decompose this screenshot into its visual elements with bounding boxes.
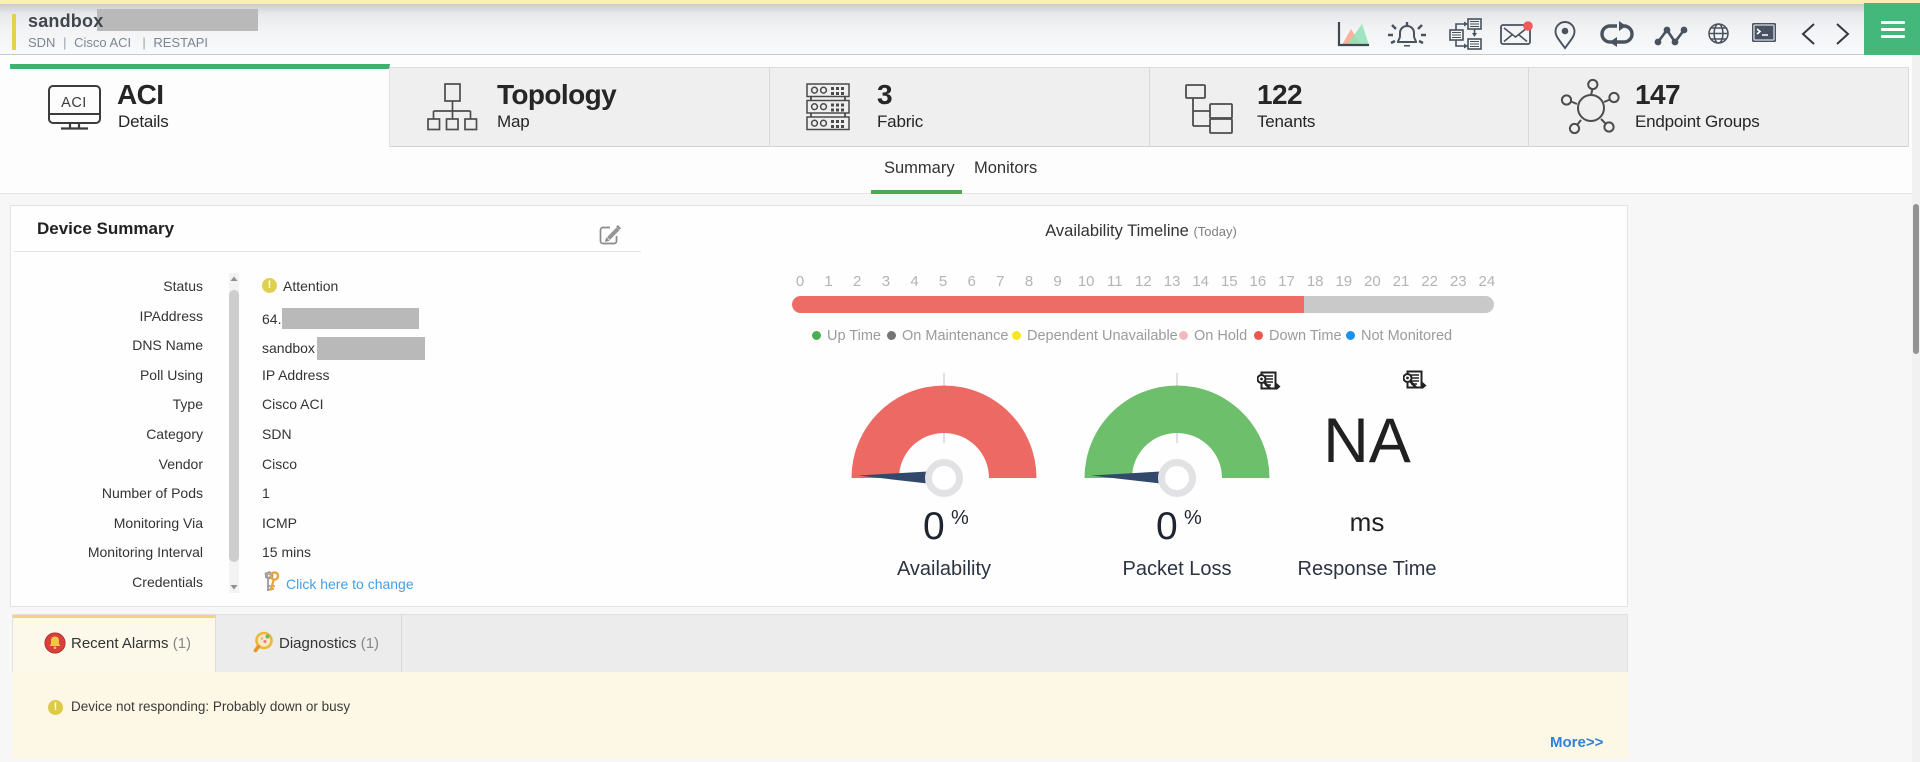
svg-text:ACI: ACI bbox=[61, 95, 87, 111]
